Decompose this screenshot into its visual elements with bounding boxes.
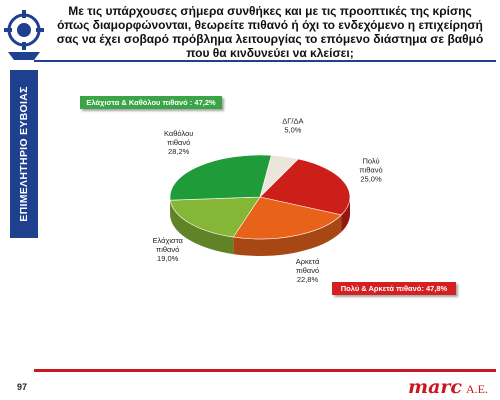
organization-banner: ΕΠΙΜΕΛΗΤΗΡΙΟ ΕΥΒΟΙΑΣ	[10, 70, 38, 238]
question-title: Με τις υπάρχουσες σήμερα συνθήκες και με…	[56, 4, 484, 60]
pie-slice-3	[232, 196, 343, 240]
header-divider	[34, 60, 496, 62]
pie-side-walls	[170, 197, 350, 256]
chamber-logo-icon	[4, 10, 44, 60]
pie-label-3: Αρκετά πιθανό 22,8%	[296, 257, 320, 284]
pie-slice-4	[169, 196, 261, 238]
pie-label-1: ΔΓ/ΔΑ 5,0%	[282, 116, 303, 134]
pie-label-4: Ελάχιστα πιθανό 19,0%	[152, 236, 183, 263]
sidebar: ΕΠΙΜΕΛΗΤΗΡΙΟ ΕΥΒΟΙΑΣ	[0, 0, 44, 400]
pie-side-3	[233, 214, 342, 256]
pie-slice-5	[169, 154, 272, 201]
brand-logo: marc A.E.	[408, 376, 488, 398]
pie-side-4	[170, 200, 234, 255]
pie-slice-2	[259, 158, 351, 216]
brand-name: marc	[408, 376, 462, 398]
footer-divider	[34, 369, 496, 372]
pie-side-2	[341, 197, 350, 232]
pie-label-5: Καθόλου πιθανό 28,2%	[164, 129, 193, 156]
callout-unlikely-total: Ελάχιστα & Καθόλου πιθανό : 47,2%	[80, 96, 222, 109]
page-number: 97	[17, 382, 28, 392]
callout-likely-total: Πολύ & Αρκετά πιθανό: 47,8%	[332, 282, 456, 295]
brand-suffix: A.E.	[466, 382, 488, 396]
pie-label-2: Πολύ πιθανό 25,0%	[359, 157, 382, 184]
